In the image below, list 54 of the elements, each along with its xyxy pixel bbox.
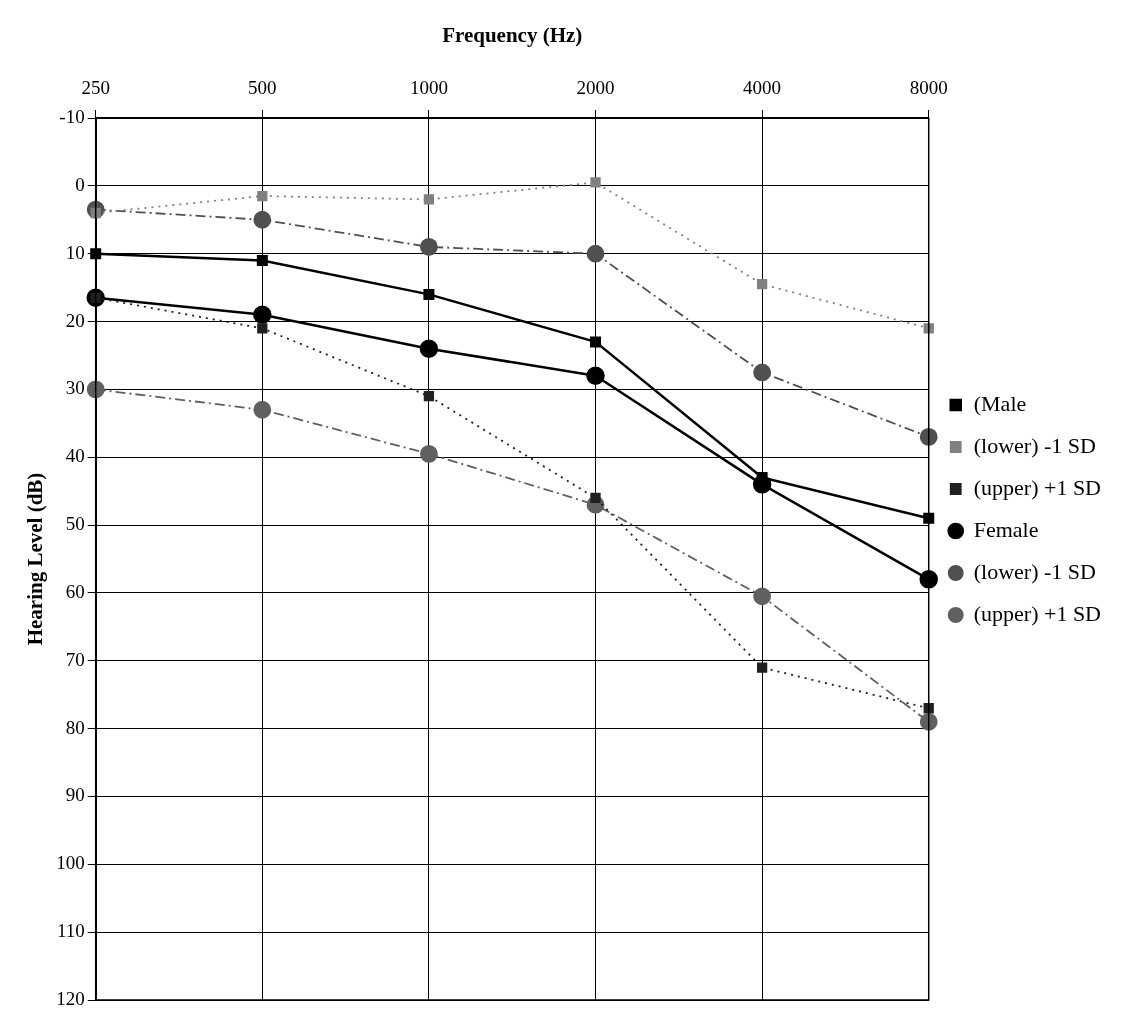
point <box>590 492 601 504</box>
point <box>756 279 768 290</box>
y-tick-label: 70 <box>65 648 85 670</box>
y-tick-label: 10 <box>65 241 85 263</box>
point <box>420 238 438 256</box>
point <box>919 712 938 731</box>
point <box>753 587 772 606</box>
legend-label: (lower) -1 SD <box>973 558 1096 584</box>
point <box>253 305 272 324</box>
legend-label: (upper) +1 SD <box>973 600 1102 626</box>
point <box>419 339 439 358</box>
y-tick-label: 50 <box>65 513 85 535</box>
y-tick-label: 90 <box>65 784 85 806</box>
point <box>253 210 272 229</box>
point <box>423 194 435 205</box>
point <box>753 363 772 382</box>
x-axis-title: Frequency (Hz) <box>442 23 583 48</box>
y-tick-label: 120 <box>56 987 85 1009</box>
point <box>423 288 435 300</box>
legend-label: (lower) -1 SD <box>973 432 1096 458</box>
point <box>586 244 605 263</box>
legend-label: (upper) +1 SD <box>973 474 1102 500</box>
y-tick-label: 100 <box>56 852 85 874</box>
point <box>420 444 438 463</box>
point <box>257 190 268 202</box>
y-tick-label: 20 <box>65 309 85 331</box>
point <box>423 391 435 402</box>
legend-label: (Male <box>973 390 1027 416</box>
x-tick-label: 250 <box>81 76 110 98</box>
x-tick-label: 1000 <box>409 76 448 98</box>
point <box>756 662 768 673</box>
point <box>923 512 935 524</box>
y-tick-label: 40 <box>65 445 85 467</box>
point <box>590 177 601 188</box>
x-tick-label: 8000 <box>909 76 948 98</box>
point <box>86 380 105 399</box>
point <box>253 400 272 419</box>
y-axis-title: Hearing Level (dB) <box>23 472 48 646</box>
y-tick-label: 0 <box>75 173 85 195</box>
point <box>256 254 268 266</box>
point <box>590 336 602 348</box>
y-tick-label: 30 <box>65 377 85 399</box>
point <box>257 323 268 334</box>
legend-label: Female <box>973 516 1039 542</box>
x-tick-label: 500 <box>248 76 277 98</box>
x-tick-label: 2000 <box>576 76 615 98</box>
point <box>919 427 938 446</box>
point <box>586 366 605 386</box>
y-tick-label: -10 <box>59 105 85 127</box>
point <box>919 570 938 589</box>
y-tick-label: 80 <box>65 716 85 738</box>
y-tick-label: 60 <box>65 580 85 602</box>
y-tick-label: 110 <box>56 920 85 942</box>
x-tick-label: 4000 <box>743 76 782 98</box>
